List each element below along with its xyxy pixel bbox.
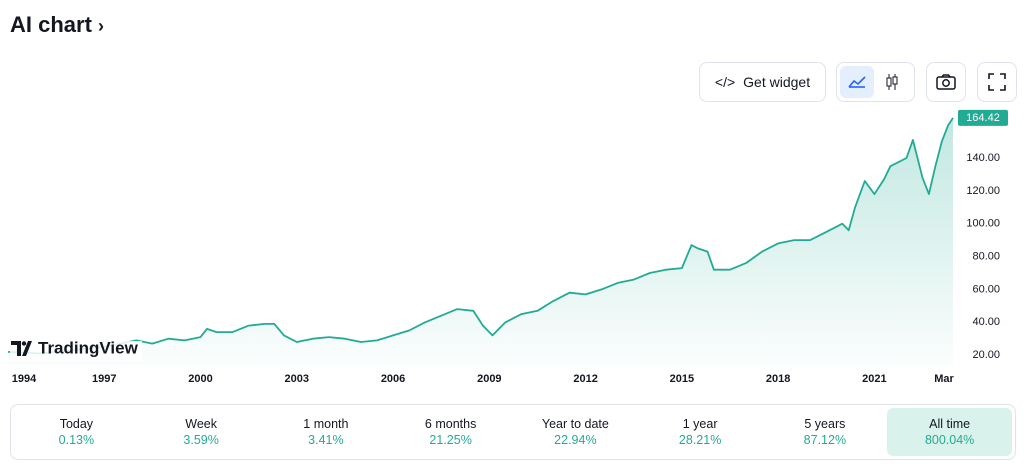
period-label[interactable]: 1 year [682, 417, 718, 431]
area-icon [848, 76, 866, 88]
chart-type-group [836, 62, 915, 102]
get-widget-button[interactable]: </> Get widget [699, 62, 826, 102]
y-tick-label: 120.00 [966, 185, 1000, 197]
watermark: TradingView [10, 338, 142, 361]
change-value: 87.12% [803, 433, 847, 447]
y-tick-label: 20.00 [972, 349, 1000, 361]
y-tick-label: 140.00 [966, 152, 1000, 164]
fullscreen-button[interactable] [977, 62, 1017, 102]
x-tick-label: Mar [934, 373, 954, 385]
x-tick-label: 1994 [12, 373, 37, 385]
x-tick-label: 2015 [670, 373, 694, 385]
performance-cell[interactable]: 5 years 87.12% [763, 408, 888, 456]
x-tick-label: 2006 [381, 373, 405, 385]
performance-cell[interactable]: Today 0.13% [14, 408, 139, 456]
x-tick-label: 2018 [766, 373, 790, 385]
area-button[interactable] [840, 66, 874, 98]
last-price-box [958, 109, 1008, 126]
period-label[interactable]: Year to date [541, 417, 609, 431]
y-tick-label: 60.00 [972, 283, 1000, 295]
get-widget-label[interactable]: Get widget [743, 74, 811, 90]
change-value: 3.59% [183, 433, 219, 447]
fullscreen-icon [988, 73, 1006, 91]
change-value: 21.25% [429, 433, 472, 447]
x-tick-label: 2009 [477, 373, 501, 385]
snapshot-button[interactable] [926, 62, 966, 102]
watermark-text: TradingView [38, 338, 139, 357]
y-tick-label: 80.00 [972, 250, 1000, 262]
x-tick-label: 1997 [92, 373, 116, 385]
y-tick-label: 100.00 [966, 218, 1000, 230]
x-tick-label: 2021 [862, 373, 886, 385]
performance-cell[interactable]: All time 800.04% [887, 408, 1012, 456]
candle-icon [886, 74, 898, 90]
x-tick-label: 2003 [285, 373, 309, 385]
camera-icon [936, 74, 956, 90]
performance-cell[interactable]: Week 3.59% [139, 408, 264, 456]
period-label[interactable]: Today [59, 417, 94, 431]
performance-cell[interactable]: 6 months 21.25% [388, 408, 513, 456]
x-tick-label: 2000 [188, 373, 212, 385]
y-tick-label: 40.00 [972, 316, 1000, 328]
change-value: 3.41% [308, 433, 344, 447]
title-text[interactable]: AI chart [10, 12, 92, 37]
change-value: 28.21% [678, 433, 722, 447]
period-label[interactable]: 6 months [424, 417, 477, 431]
period-label[interactable]: All time [929, 417, 971, 431]
change-value: 0.13% [58, 433, 95, 447]
period-label[interactable]: Week [185, 417, 217, 431]
candle-button[interactable] [874, 66, 911, 98]
period-label[interactable]: 5 years [804, 417, 846, 431]
area-fill [8, 117, 953, 366]
x-tick-label: 2012 [573, 373, 597, 385]
performance-cell[interactable]: 1 year 28.21% [638, 408, 763, 456]
change-value: 800.04% [924, 433, 975, 447]
price-line [7, 117, 954, 355]
performance-cell[interactable]: 1 month 3.41% [264, 408, 389, 456]
title[interactable]: AI chart › [10, 12, 105, 37]
change-value: 22.94% [554, 433, 597, 447]
performance-cell[interactable]: Year to date 22.94% [513, 408, 638, 456]
performance-bar: Today 0.13% Week 3.59% 1 month 3.41% 6 months 2… [10, 404, 1016, 460]
last-price-label: 164.42 [966, 112, 1000, 124]
period-label[interactable]: 1 month [303, 417, 349, 431]
